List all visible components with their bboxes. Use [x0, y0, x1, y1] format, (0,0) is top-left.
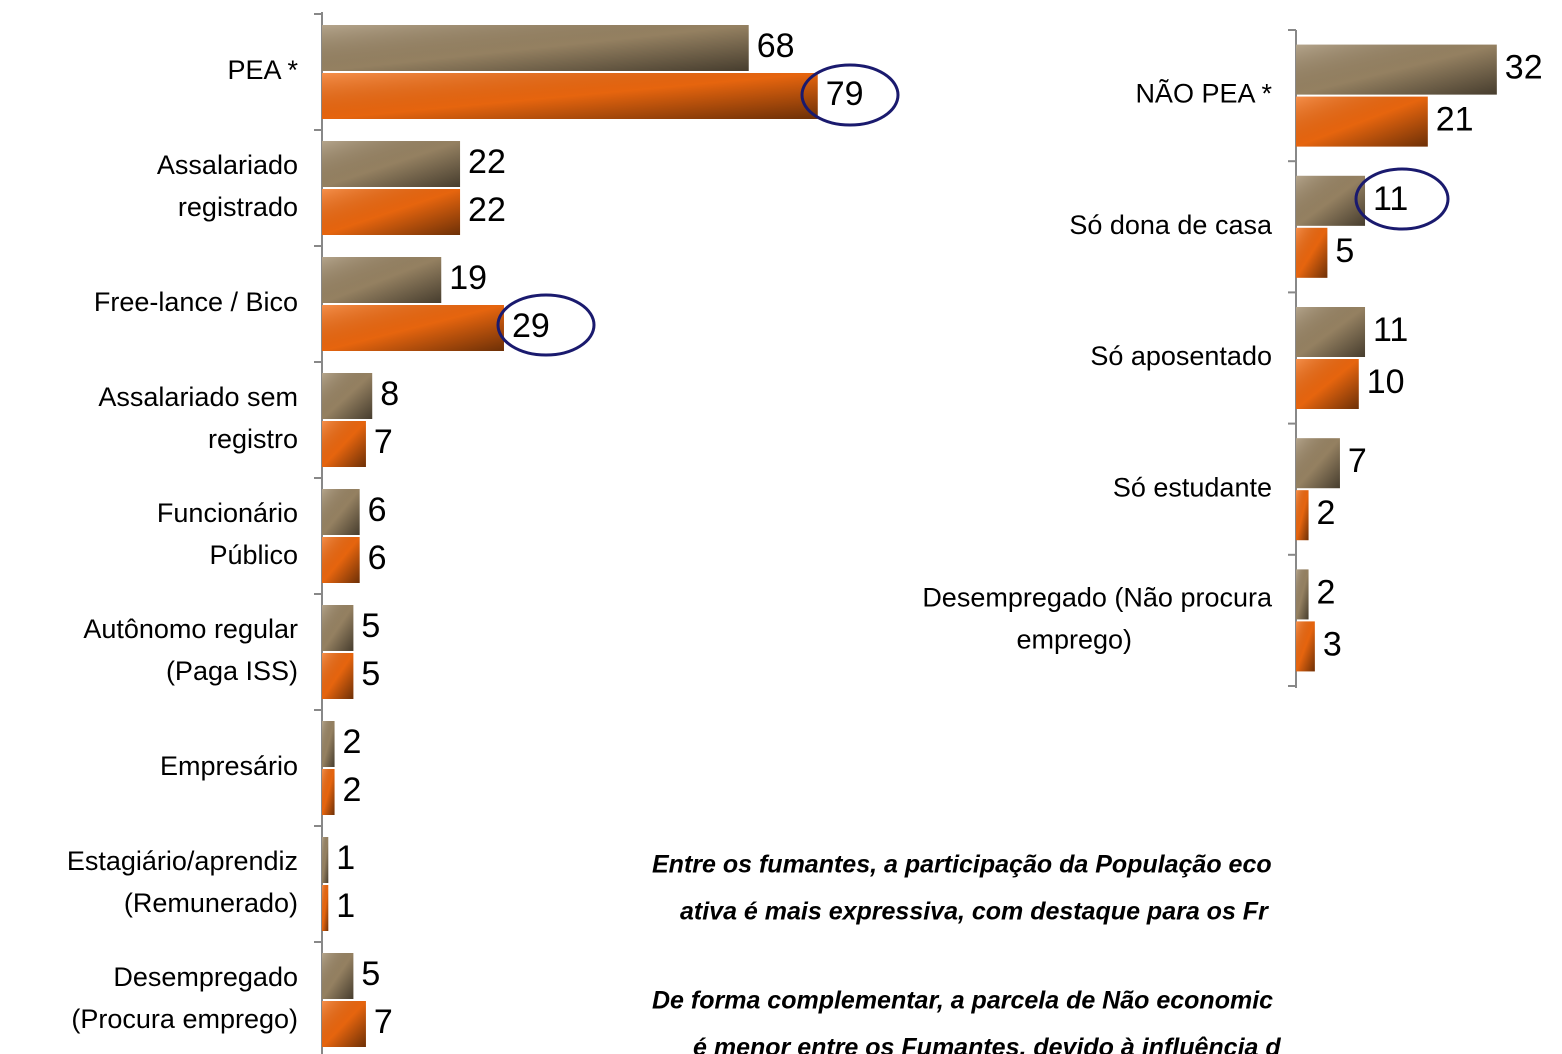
- value-label: 2: [1317, 573, 1336, 611]
- category-label: NÃO PEA *: [1135, 78, 1272, 109]
- highlight-circle: [1354, 167, 1450, 231]
- value-label: 2: [343, 723, 362, 761]
- bar-shade: [1296, 44, 1497, 95]
- value-label: 11: [1373, 311, 1408, 349]
- category-label: Free-lance / Bico: [94, 287, 298, 317]
- value-label: 22: [468, 191, 506, 229]
- category-label: Empresário: [160, 751, 298, 781]
- note-line: Entre os fumantes, a participação da Pop…: [652, 851, 1272, 879]
- value-label: 6: [368, 539, 387, 577]
- note-line: ativa é mais expressiva, com destaque pa…: [680, 898, 1269, 926]
- value-label: 68: [757, 27, 795, 65]
- bar-shade: [322, 953, 354, 999]
- value-label: 5: [361, 955, 380, 993]
- value-label: 7: [1348, 442, 1367, 480]
- bar-shade: [322, 721, 335, 767]
- bar-shade: [1296, 621, 1315, 672]
- highlight-circle: [800, 63, 900, 127]
- value-label: 21: [1436, 101, 1474, 139]
- bar-shade: [322, 73, 818, 119]
- value-label: 7: [374, 1003, 393, 1041]
- bar-shade: [1296, 96, 1428, 147]
- bar-shade: [322, 885, 329, 931]
- value-label: 6: [368, 491, 387, 529]
- note-line: De forma complementar, a parcela de Não …: [652, 987, 1273, 1015]
- bar-shade: [1296, 569, 1309, 620]
- bar-shade: [322, 141, 461, 187]
- highlight-circle: [496, 293, 596, 357]
- value-label: 5: [361, 607, 380, 645]
- bar-shade: [322, 25, 749, 71]
- note-line: é menor entre os Fumantes, devido à infl…: [693, 1034, 1281, 1054]
- bar-shade: [322, 305, 504, 351]
- value-label: 11: [1373, 180, 1408, 218]
- category-label: Desempregado (Procura emprego): [71, 962, 298, 1034]
- bar-shade: [322, 257, 442, 303]
- bar-shade: [322, 537, 360, 583]
- category-label: Estagiário/aprendiz (Remunerado): [67, 846, 298, 918]
- value-label: 79: [826, 75, 864, 113]
- bar-shade: [322, 1001, 366, 1047]
- bar-shade: [322, 769, 335, 815]
- bar-shade: [322, 653, 354, 699]
- bar-shade: [322, 489, 360, 535]
- bar-shade: [1296, 438, 1340, 489]
- category-label: Autônomo regular (Paga ISS): [83, 614, 298, 686]
- notes: Entre os fumantes, a participação da Pop…: [652, 851, 1281, 1054]
- bar-shade: [1296, 359, 1359, 409]
- value-label: 32: [1505, 49, 1543, 87]
- bar-shade: [322, 605, 354, 651]
- value-label: 7: [374, 423, 393, 461]
- value-label: 1: [336, 887, 355, 925]
- category-label: Só estudante: [1113, 472, 1272, 502]
- category-label: Desempregado (Não procura emprego): [922, 583, 1273, 655]
- bar-shade: [322, 837, 329, 883]
- category-label: Só dona de casa: [1069, 210, 1273, 240]
- value-label: 3: [1323, 625, 1342, 663]
- category-label: Assalariado sem registro: [98, 382, 298, 454]
- value-label: 10: [1367, 363, 1405, 401]
- category-label: Assalariado registrado: [157, 150, 298, 222]
- value-label: 1: [336, 839, 355, 877]
- bar-shade: [322, 189, 461, 235]
- value-label: 22: [468, 143, 506, 181]
- value-label: 2: [1317, 494, 1336, 532]
- value-label: 29: [512, 307, 550, 345]
- value-label: 2: [343, 771, 362, 809]
- bar-shade: [1296, 175, 1366, 226]
- category-label: Funcionário Público: [157, 498, 298, 570]
- bar-shade: [1296, 490, 1309, 541]
- highlight-circles: [496, 63, 1450, 357]
- value-label: 5: [1335, 232, 1354, 270]
- category-label: Só aposentado: [1090, 341, 1272, 371]
- bar-shade: [322, 421, 366, 467]
- category-label: PEA *: [227, 55, 298, 85]
- value-label: 8: [380, 375, 399, 413]
- bar-shade: [1296, 307, 1366, 357]
- bar-shade: [1296, 227, 1328, 278]
- value-label: 5: [361, 655, 380, 693]
- value-label: 19: [449, 259, 487, 297]
- bar-shade: [322, 373, 373, 419]
